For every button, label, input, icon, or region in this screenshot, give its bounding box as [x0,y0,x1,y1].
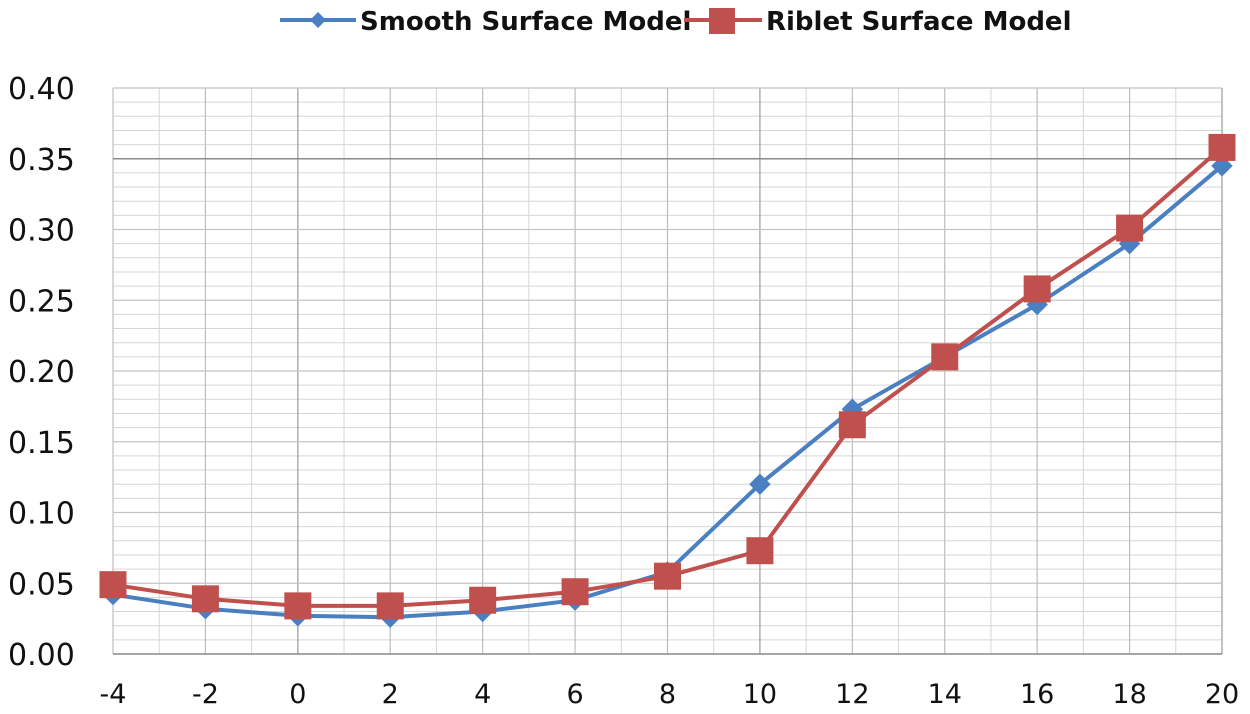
riblet-data-point [654,562,681,590]
x-tick-label: 8 [659,679,676,710]
y-tick-label: 0.25 [8,284,75,319]
x-tick-label: 6 [566,679,583,710]
riblet-data-point [1208,133,1236,161]
x-tick-label: 16 [1020,679,1054,710]
y-tick-label: 0.10 [8,497,75,532]
riblet-data-point [99,571,127,599]
x-tick-label: 4 [474,679,491,710]
grid-major [112,87,1223,655]
y-tick-label: 0.20 [8,355,75,390]
x-tick-label: -4 [100,679,127,710]
riblet-data-point [746,537,774,565]
riblet-data-point [284,592,312,620]
smooth-data-point [749,473,771,495]
legend-smooth-marker [310,12,326,28]
y-tick-label: 0.00 [8,638,75,673]
x-tick-label: 14 [928,679,962,710]
legend: Smooth Surface Model Riblet Surface Mode… [280,7,1071,37]
x-tick-label: 18 [1112,679,1146,710]
series-layer [99,133,1236,628]
y-tick-label: 0.40 [8,72,75,107]
riblet-data-point [1116,214,1144,242]
x-tick-label: 10 [743,679,777,710]
x-axis-ticks: -4 -2 0 2 4 6 8 10 12 14 16 18 20 [100,679,1240,710]
y-tick-label: 0.15 [8,426,75,461]
legend-riblet-label: Riblet Surface Model [766,7,1071,37]
x-tick-label: 2 [382,679,399,710]
riblet-data-point [376,592,404,620]
x-tick-label: 20 [1205,679,1239,710]
legend-item-smooth: Smooth Surface Model [280,7,691,37]
x-tick-label: 12 [835,679,869,710]
riblet-data-point [838,411,866,439]
y-axis-ticks: 0.00 0.05 0.10 0.15 0.20 0.25 0.30 0.35 0.40 [8,72,75,673]
y-tick-label: 0.35 [8,143,75,178]
legend-item-riblet: Riblet Surface Model [684,7,1071,37]
riblet-data-point [561,578,589,606]
riblet-data-point [469,586,497,614]
riblet-data-point [191,585,219,613]
riblet-data-point [1023,275,1051,303]
legend-smooth-label: Smooth Surface Model [360,7,691,37]
riblet-data-point [931,343,959,371]
x-tick-label: 0 [289,679,306,710]
y-tick-label: 0.30 [8,214,75,249]
y-tick-label: 0.05 [8,567,75,602]
x-tick-label: -2 [192,679,219,710]
legend-riblet-marker [709,8,735,34]
